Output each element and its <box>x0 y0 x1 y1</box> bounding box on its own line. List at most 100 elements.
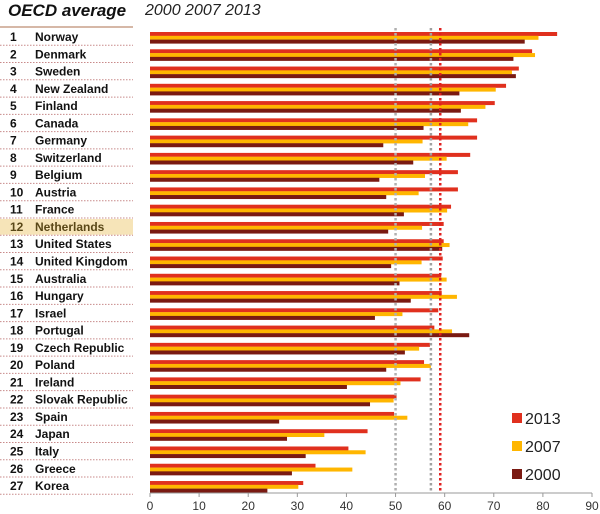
country-label: Israel <box>35 306 66 320</box>
legend-label-2007: 2007 <box>525 439 561 456</box>
bar-2013 <box>150 342 430 347</box>
bar-2013 <box>150 83 507 88</box>
country-label: France <box>35 203 75 217</box>
x-tick-label: 80 <box>536 499 550 513</box>
bar-2000 <box>150 367 387 372</box>
bar-2013 <box>150 446 349 451</box>
legend-label-2013: 2013 <box>525 411 561 428</box>
country-label: Portugal <box>35 324 84 338</box>
rank-label: 18 <box>10 324 24 338</box>
legend-swatch-2013 <box>512 413 522 423</box>
bar-2013 <box>150 360 425 365</box>
country-label: Netherlands <box>35 220 105 234</box>
bar-2007 <box>150 35 539 40</box>
country-label: Canada <box>35 116 79 130</box>
bar-2000 <box>150 91 460 96</box>
x-tick-label: 0 <box>147 499 154 513</box>
bar-2000 <box>150 281 400 286</box>
country-label: United States <box>35 237 112 251</box>
rank-label: 8 <box>10 151 17 165</box>
bar-2013 <box>150 291 442 296</box>
rank-label: 20 <box>10 358 24 372</box>
rank-label: 10 <box>10 185 24 199</box>
bar-2007 <box>150 294 457 299</box>
bar-2000 <box>150 56 514 61</box>
country-label: Japan <box>35 427 70 441</box>
rank-label: 22 <box>10 393 24 407</box>
bar-2013 <box>150 481 304 486</box>
bar-2013 <box>150 239 444 244</box>
bar-2000 <box>150 436 288 441</box>
bar-2013 <box>150 273 442 278</box>
country-label: Norway <box>35 30 79 44</box>
bar-2007 <box>150 363 431 368</box>
country-label: Slovak Republic <box>35 393 128 407</box>
country-label: Finland <box>35 99 78 113</box>
bar-2000 <box>150 74 516 79</box>
bar-2013 <box>150 32 558 36</box>
bar-2007 <box>150 398 394 403</box>
country-label: Germany <box>35 134 87 148</box>
country-label: Switzerland <box>35 151 102 165</box>
bar-2013 <box>150 308 439 313</box>
bar-2007 <box>150 329 453 334</box>
rank-label: 24 <box>10 427 24 441</box>
bar-2007 <box>150 225 423 230</box>
chart-subtitle: 2000 2007 2013 <box>145 2 261 19</box>
bar-2013 <box>150 325 435 330</box>
bar-2000 <box>150 212 404 217</box>
bar-2000 <box>150 315 375 320</box>
bar-2007 <box>150 173 426 178</box>
legend-swatch-2007 <box>512 441 522 451</box>
bar-2007 <box>150 381 401 386</box>
rank-label: 14 <box>10 255 24 269</box>
rank-label: 6 <box>10 116 17 130</box>
bar-2007 <box>150 415 408 420</box>
rank-label: 16 <box>10 289 24 303</box>
bar-2007 <box>150 277 447 282</box>
bar-2000 <box>150 419 280 424</box>
bar-2007 <box>150 312 403 317</box>
bar-2007 <box>150 467 353 472</box>
bar-2007 <box>150 484 299 489</box>
bar-2007 <box>150 156 447 161</box>
bar-2007 <box>150 139 423 144</box>
country-label: Hungary <box>35 289 84 303</box>
bar-2000 <box>150 246 443 251</box>
bar-2000 <box>150 229 389 234</box>
x-tick-label: 70 <box>487 499 501 513</box>
rank-label: 4 <box>10 82 17 96</box>
bar-2000 <box>150 125 424 130</box>
bar-2000 <box>150 143 384 148</box>
bar-2007 <box>150 191 419 196</box>
country-label: Poland <box>35 358 75 372</box>
rank-label: 9 <box>10 168 17 182</box>
rank-label: 3 <box>10 65 17 79</box>
rank-label: 1 <box>10 30 17 44</box>
legend-label-2000: 2000 <box>525 467 561 484</box>
rank-label: 21 <box>10 375 24 389</box>
rank-label: 13 <box>10 237 24 251</box>
bar-2013 <box>150 429 368 434</box>
bar-2013 <box>150 463 316 468</box>
rank-label: 12 <box>10 220 24 234</box>
country-label: Czech Republic <box>35 341 125 355</box>
chart-title: OECD average <box>8 1 127 20</box>
bar-2000 <box>150 108 461 113</box>
bar-2000 <box>150 160 414 165</box>
bar-2007 <box>150 208 448 213</box>
bar-2007 <box>150 243 450 248</box>
highlight-row <box>0 218 133 235</box>
bar-2000 <box>150 402 371 407</box>
x-tick-label: 60 <box>438 499 452 513</box>
x-tick-label: 90 <box>585 499 599 513</box>
x-tick-label: 10 <box>192 499 206 513</box>
bar-2013 <box>150 187 458 192</box>
country-label: Italy <box>35 444 59 458</box>
bar-2013 <box>150 377 421 382</box>
bar-2000 <box>150 350 405 355</box>
bar-2013 <box>150 204 452 209</box>
bar-2013 <box>150 135 478 140</box>
bar-2013 <box>150 394 397 399</box>
